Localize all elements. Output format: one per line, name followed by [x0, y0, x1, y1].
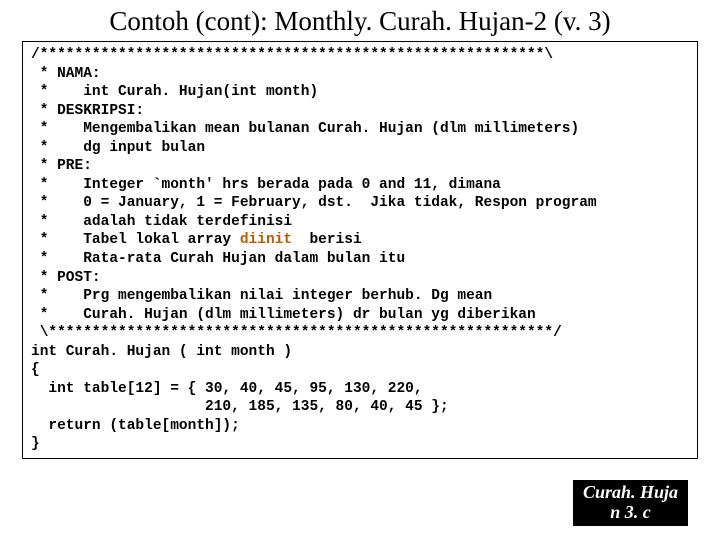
code-line: * Curah. Hujan (dlm millimeters) dr bula…: [31, 307, 536, 323]
code-line: * Prg mengembalikan nilai integer berhub…: [31, 288, 492, 304]
code-line: * Mengembalikan mean bulanan Curah. Huja…: [31, 121, 579, 137]
code-line: berisi: [292, 232, 362, 248]
footer-line1: Curah. Huja: [583, 482, 678, 502]
code-line: int table[12] = { 30, 40, 45, 95, 130, 2…: [31, 381, 423, 397]
code-line: /***************************************…: [31, 47, 553, 63]
code-line: * Rata-rata Curah Hujan dalam bulan itu: [31, 251, 405, 267]
code-line: * POST:: [31, 270, 101, 286]
code-box: /***************************************…: [22, 41, 698, 459]
code-line: * DESKRIPSI:: [31, 103, 144, 119]
code-line: * NAMA:: [31, 66, 101, 82]
slide-title: Contoh (cont): Monthly. Curah. Hujan-2 (…: [0, 0, 720, 41]
code-block: /***************************************…: [31, 46, 689, 454]
code-highlight: diinit: [240, 232, 292, 248]
code-line: * 0 = January, 1 = February, dst. Jika t…: [31, 195, 597, 211]
slide-container: Contoh (cont): Monthly. Curah. Hujan-2 (…: [0, 0, 720, 540]
code-line: \***************************************…: [31, 325, 562, 341]
code-line: int Curah. Hujan ( int month ): [31, 344, 292, 360]
code-line: 210, 185, 135, 80, 40, 45 };: [31, 399, 449, 415]
code-line: * int Curah. Hujan(int month): [31, 84, 318, 100]
footer-filename: Curah. Huja n 3. c: [573, 480, 688, 526]
code-line: * adalah tidak terdefinisi: [31, 214, 292, 230]
footer-line2: n 3. c: [610, 502, 651, 522]
code-line: return (table[month]);: [31, 418, 240, 434]
code-line: }: [31, 436, 40, 452]
code-line: * Tabel lokal array: [31, 232, 240, 248]
code-line: * dg input bulan: [31, 140, 205, 156]
code-line: * PRE:: [31, 158, 92, 174]
code-line: * Integer `month' hrs berada pada 0 and …: [31, 177, 501, 193]
code-line: {: [31, 362, 40, 378]
